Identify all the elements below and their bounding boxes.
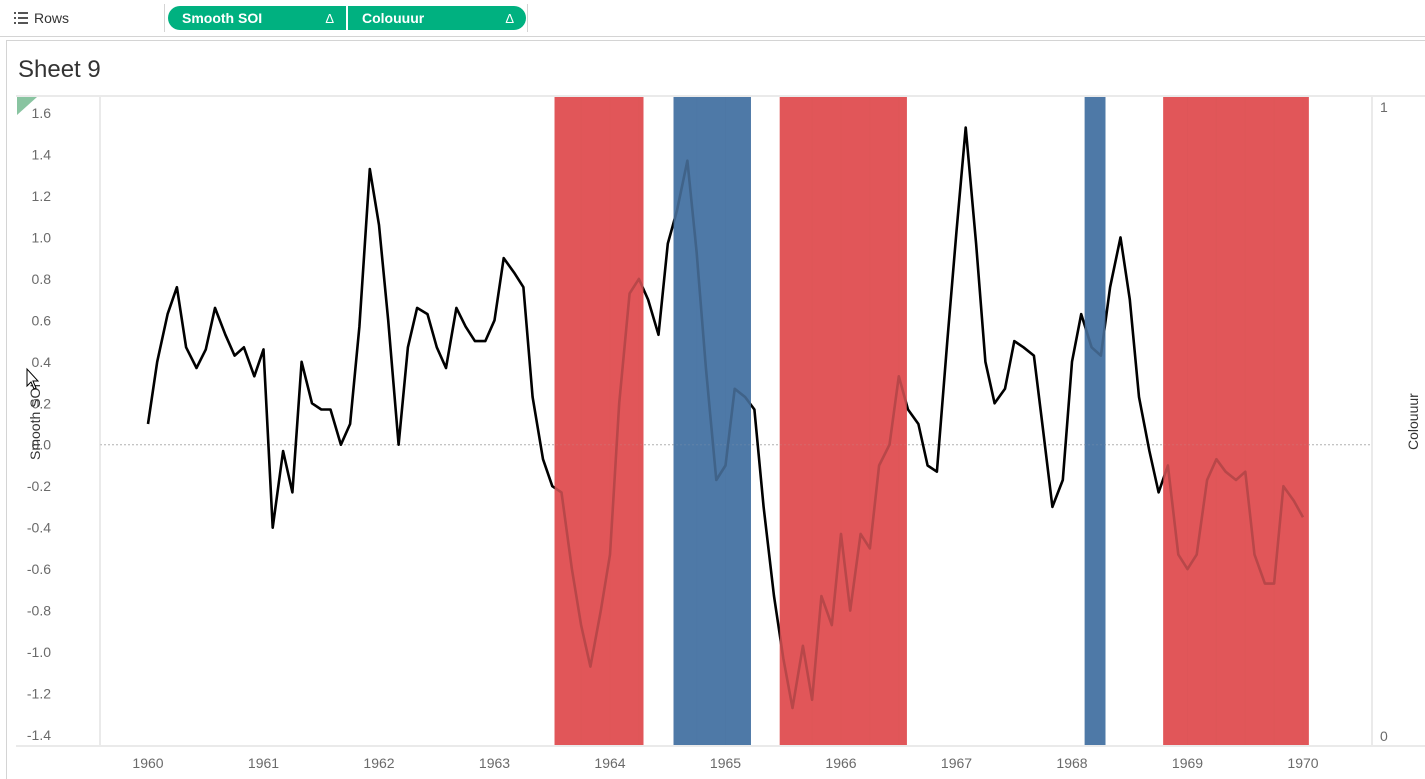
- pill-smooth-soi-label: Smooth SOI: [182, 10, 263, 26]
- y-tick-label: -0.6: [27, 561, 51, 577]
- x-tick-label: 1969: [1172, 755, 1203, 771]
- y-tick-label: 1.0: [32, 229, 52, 245]
- colour-band-overlay-3: [1084, 97, 1106, 745]
- rows-shelf-label: Rows: [0, 4, 165, 32]
- x-axis-ticks: 1960 1961 1962 1963 1964 1965 1966 1967 1968 1969…: [132, 755, 1318, 771]
- colour-band-overlay-4: [1163, 97, 1309, 745]
- rows-label: Rows: [34, 10, 70, 26]
- y-tick-label: -0.4: [27, 520, 51, 536]
- y-tick-label: 0.8: [32, 271, 52, 287]
- x-tick-label: 1962: [363, 755, 394, 771]
- pill-smooth-soi-delta-icon[interactable]: Δ: [325, 10, 334, 26]
- pill-colouuur-delta-icon[interactable]: Δ: [505, 10, 514, 26]
- x-tick-label: 1966: [825, 755, 856, 771]
- y-axis-title[interactable]: Smooth SOI: [27, 384, 43, 460]
- y-tick-label: 1.4: [32, 146, 52, 162]
- rows-shelf: Rows Smooth SOI Δ Colouuur Δ: [0, 0, 1425, 37]
- y-tick-label: -1.4: [27, 727, 51, 743]
- pill-colouuur-label: Colouuur: [362, 10, 425, 26]
- colour-band-overlay-0: [554, 97, 644, 745]
- rows-list-icon: [14, 12, 28, 24]
- y-right-axis-ticks: 10: [1380, 99, 1388, 744]
- y-tick-label: -0.8: [27, 603, 51, 619]
- y-tick-label: 0.6: [32, 312, 52, 328]
- pill-smooth-soi[interactable]: Smooth SOI Δ: [168, 6, 346, 30]
- x-tick-label: 1964: [594, 755, 625, 771]
- colour-band-overlay-1: [673, 97, 751, 745]
- y-tick-label: 0.0: [32, 437, 52, 453]
- y-tick-label: 0.4: [32, 354, 52, 370]
- x-tick-label: 1970: [1287, 755, 1318, 771]
- y-tick-label: 0.2: [32, 395, 52, 411]
- pill-colouuur[interactable]: Colouuur Δ: [348, 6, 526, 30]
- rows-shelf-drop-area[interactable]: [527, 4, 1425, 32]
- cursor-arrow-icon: [26, 367, 40, 390]
- x-tick-label: 1967: [941, 755, 972, 771]
- y-tick-label: 1.6: [32, 105, 52, 121]
- x-tick-label: 1960: [132, 755, 163, 771]
- colour-bands-overlay: [554, 97, 1309, 745]
- x-tick-label: 1961: [248, 755, 279, 771]
- y-right-tick-label: 1: [1380, 99, 1388, 115]
- y-tick-label: 1.2: [32, 188, 52, 204]
- sheet-title: Sheet 9: [18, 56, 101, 83]
- x-tick-label: 1968: [1056, 755, 1087, 771]
- x-tick-label: 1963: [479, 755, 510, 771]
- colour-band-overlay-2: [779, 97, 907, 745]
- x-tick-label: 1965: [710, 755, 741, 771]
- y-tick-label: -0.2: [27, 478, 51, 494]
- y-right-tick-label: 0: [1380, 728, 1388, 744]
- y-right-axis-title[interactable]: Colouuur: [1405, 393, 1421, 450]
- y-tick-label: -1.2: [27, 686, 51, 702]
- corner-resize-handle-icon[interactable]: [17, 97, 37, 115]
- y-axis-ticks: 1.6 1.4 1.2 1.0 0.8 0.6 0.4 0.2 0.0 -0.2 -0.4 -0.6 -…: [27, 105, 51, 743]
- y-tick-label: -1.0: [27, 644, 51, 660]
